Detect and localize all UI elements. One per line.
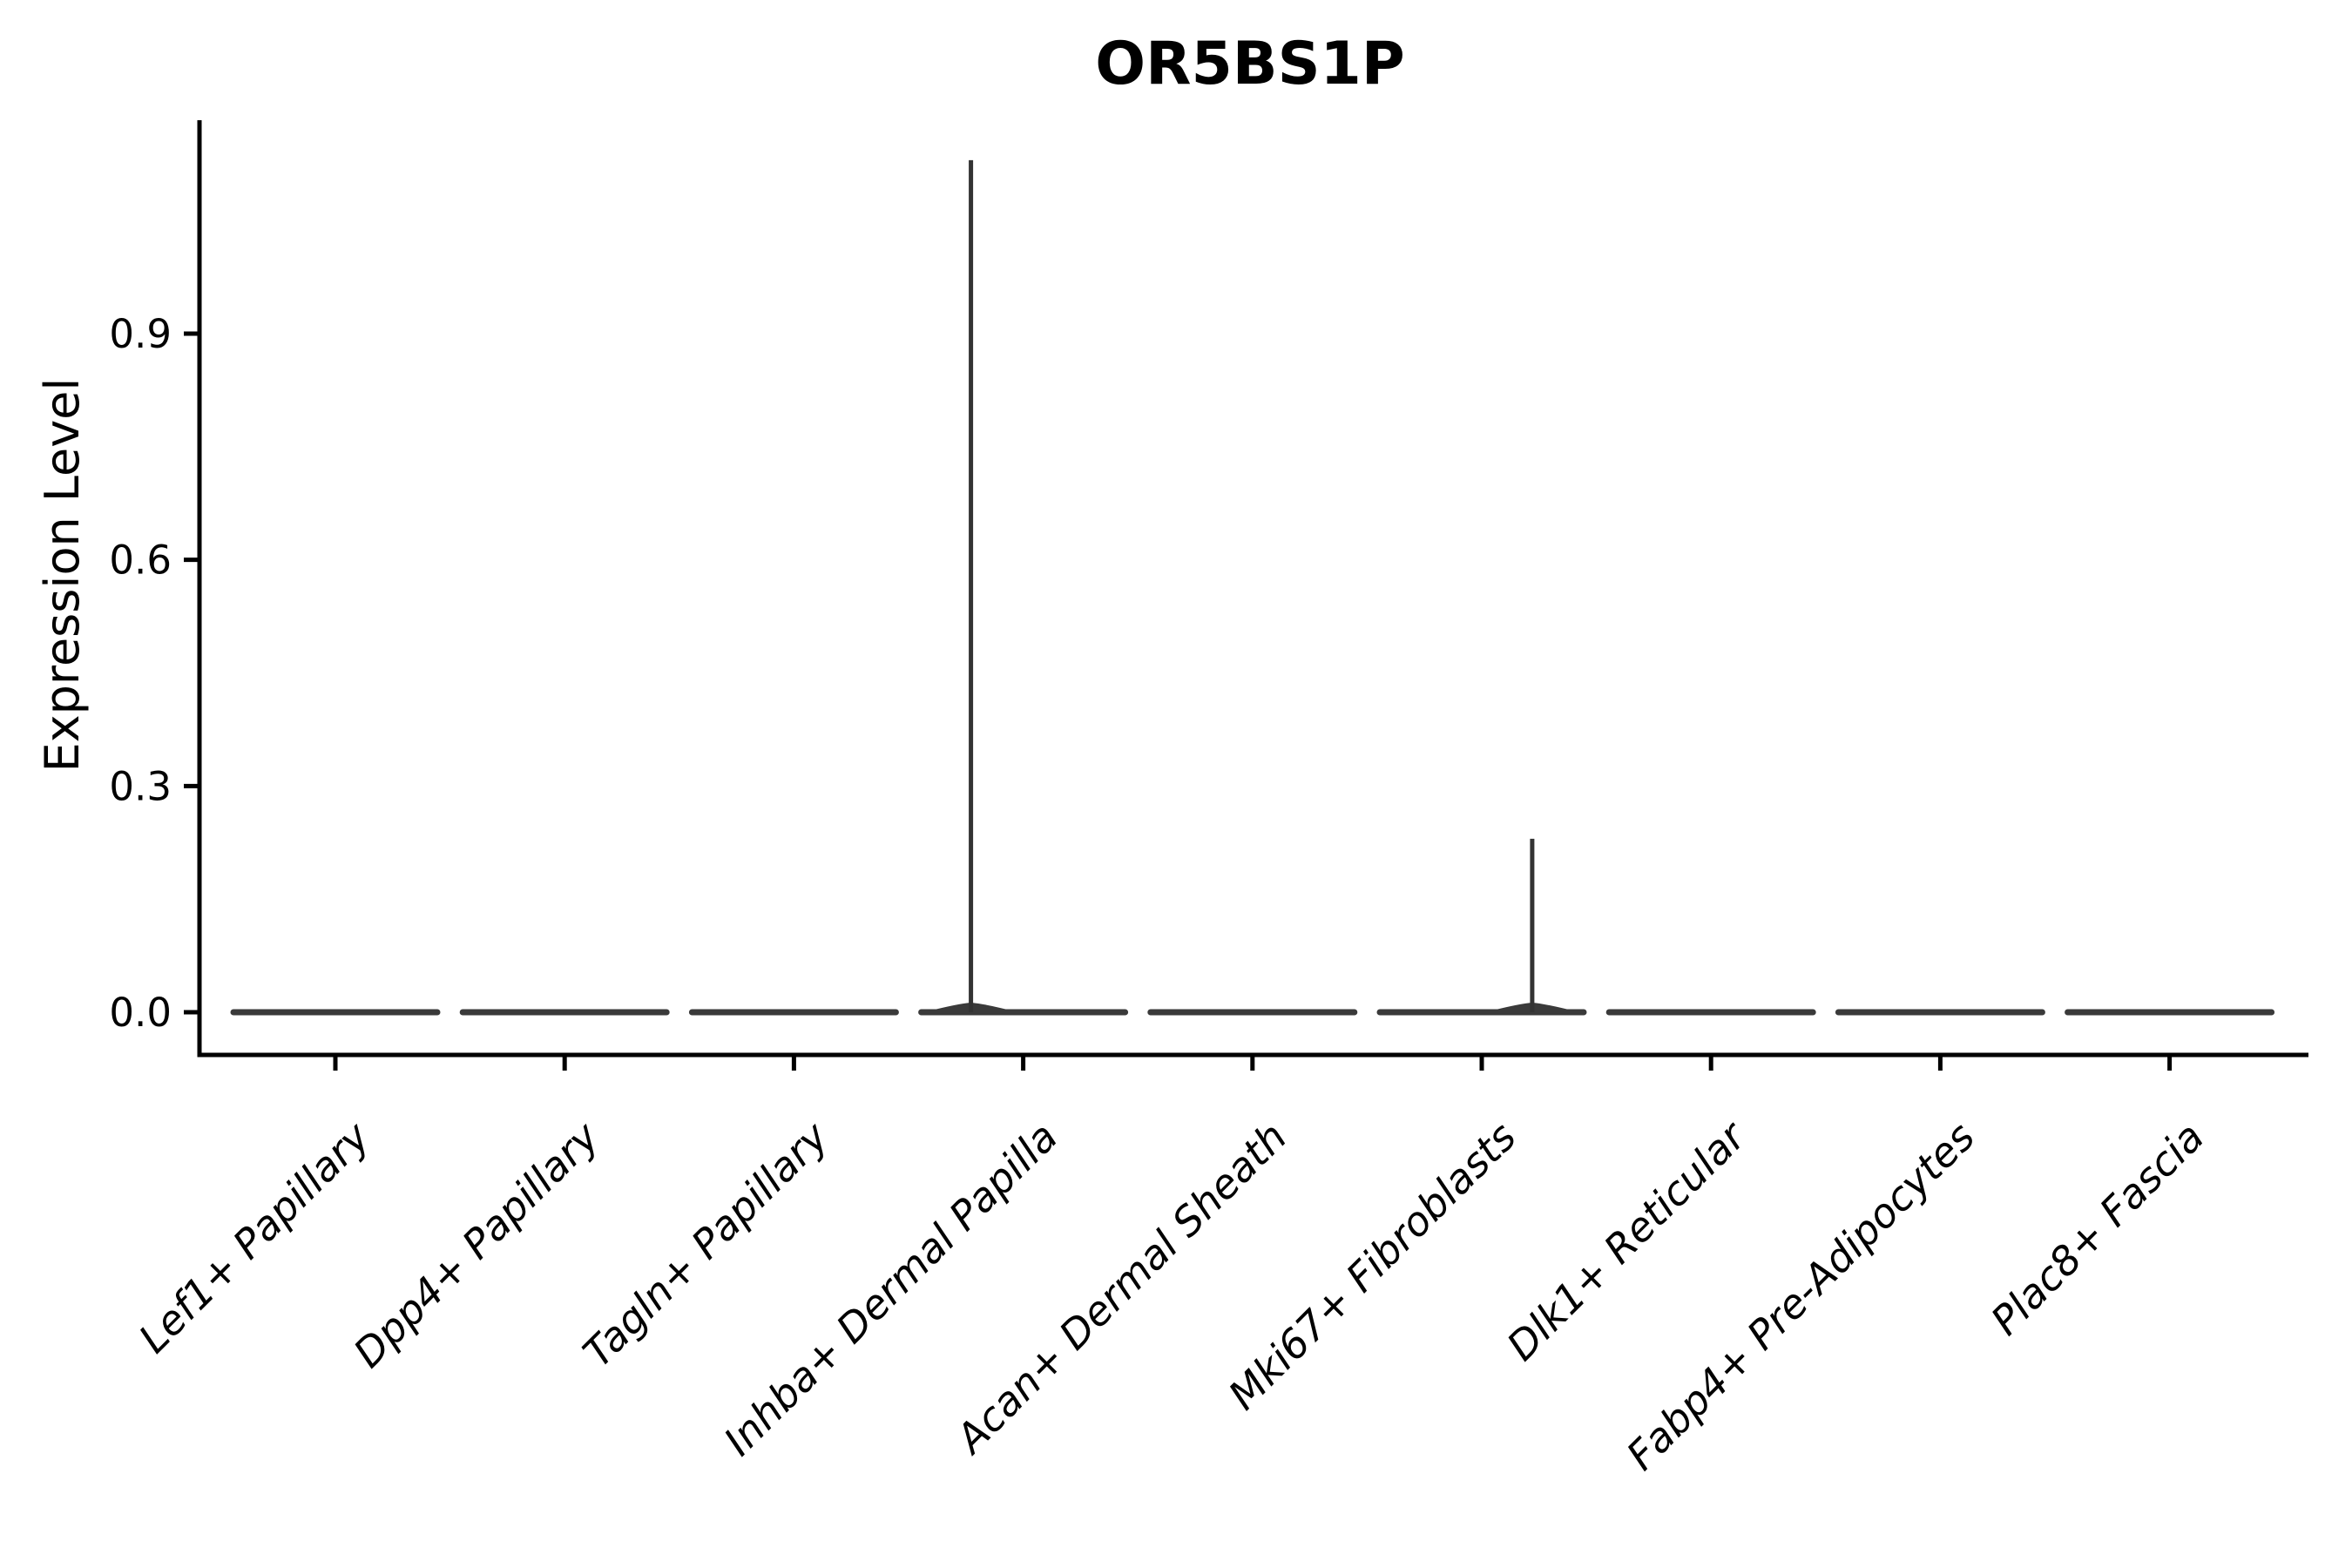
x-tick-label: Plac8+ Fascia — [1982, 1113, 2213, 1344]
violin-body — [688, 1009, 899, 1016]
x-tick-label: Dpp4+ Papillary — [344, 1112, 608, 1376]
y-tick-label: 0.3 — [109, 763, 172, 809]
y-tick-label: 0.9 — [109, 311, 172, 357]
violin-body — [1147, 1009, 1358, 1016]
violin-body — [1835, 1009, 2045, 1016]
violin-body — [2065, 1009, 2275, 1016]
y-tick-label: 0.0 — [109, 990, 172, 1036]
y-tick-label: 0.6 — [109, 537, 172, 584]
x-tick-label: Tagln+ Papillary — [574, 1112, 838, 1376]
x-tick-label: Dlk1+ Reticular — [1497, 1111, 1756, 1369]
violin-body — [1605, 1009, 1816, 1016]
violin-body — [230, 1009, 441, 1016]
x-tick-label: Lef1+ Papillary — [130, 1112, 379, 1362]
violin-body — [459, 1009, 670, 1016]
chart-title: OR5BS1P — [1095, 30, 1405, 98]
